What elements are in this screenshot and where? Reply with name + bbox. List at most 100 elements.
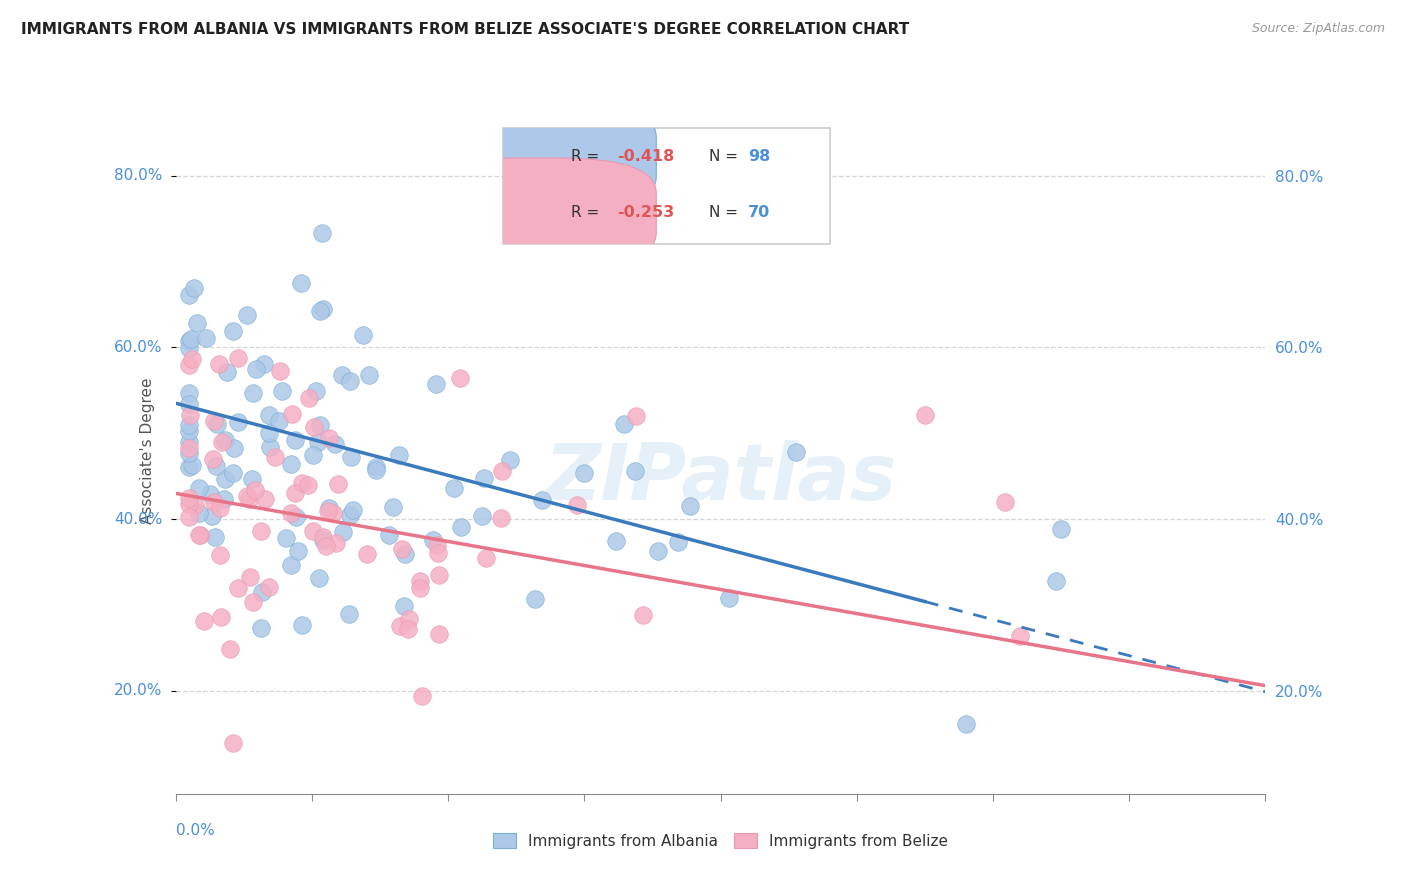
- Point: [1045, 574, 1067, 588]
- Point: [1010, 629, 1032, 643]
- Point: [179, 385, 201, 400]
- Point: [427, 546, 450, 560]
- Point: [422, 533, 444, 547]
- Point: [499, 453, 522, 467]
- Text: IMMIGRANTS FROM ALBANIA VS IMMIGRANTS FROM BELIZE ASSOCIATE'S DEGREE CORRELATION: IMMIGRANTS FROM ALBANIA VS IMMIGRANTS FR…: [21, 22, 910, 37]
- Point: [180, 332, 202, 346]
- Point: [316, 504, 339, 518]
- Point: [955, 717, 977, 731]
- Point: [318, 431, 340, 445]
- Point: [339, 508, 361, 522]
- Point: [253, 357, 276, 371]
- Point: [212, 492, 235, 507]
- Point: [179, 288, 201, 302]
- Point: [228, 415, 250, 429]
- Point: [322, 506, 344, 520]
- Point: [364, 463, 387, 477]
- Point: [394, 547, 416, 561]
- Point: [184, 498, 207, 512]
- Point: [605, 533, 627, 548]
- Point: [647, 543, 669, 558]
- Point: [337, 607, 360, 622]
- Point: [280, 458, 302, 472]
- Point: [205, 417, 228, 432]
- Point: [523, 592, 546, 607]
- Point: [471, 509, 494, 524]
- Point: [392, 599, 415, 614]
- Point: [312, 530, 335, 544]
- Point: [242, 473, 264, 487]
- Point: [186, 316, 208, 330]
- Point: [284, 433, 307, 447]
- Point: [298, 391, 321, 405]
- Point: [290, 277, 312, 291]
- Point: [179, 408, 201, 422]
- Point: [209, 549, 232, 563]
- Point: [1050, 522, 1073, 536]
- Y-axis label: Associate's Degree: Associate's Degree: [141, 377, 155, 524]
- Point: [280, 558, 302, 572]
- Point: [179, 417, 201, 432]
- Point: [195, 331, 218, 345]
- Point: [179, 446, 201, 460]
- Point: [179, 341, 201, 355]
- Point: [211, 434, 233, 449]
- Point: [274, 531, 297, 545]
- Point: [238, 491, 260, 506]
- Point: [209, 609, 232, 624]
- Point: [179, 497, 201, 511]
- Point: [408, 581, 430, 595]
- Point: [391, 541, 413, 556]
- Point: [243, 483, 266, 497]
- Point: [226, 351, 249, 366]
- Point: [284, 486, 307, 500]
- Point: [364, 459, 387, 474]
- Point: [311, 226, 333, 240]
- Point: [179, 425, 201, 439]
- Point: [250, 524, 273, 538]
- Point: [340, 450, 363, 465]
- Point: [318, 500, 340, 515]
- Point: [325, 437, 347, 451]
- Point: [208, 357, 231, 371]
- Point: [339, 374, 361, 388]
- Point: [179, 435, 201, 450]
- Point: [269, 364, 291, 378]
- Point: [381, 500, 404, 515]
- Point: [425, 376, 447, 391]
- Point: [222, 466, 245, 480]
- Point: [180, 352, 202, 367]
- Point: [785, 445, 807, 459]
- Point: [342, 502, 364, 516]
- Point: [302, 420, 325, 434]
- Point: [204, 458, 226, 473]
- Point: [198, 487, 221, 501]
- Point: [222, 441, 245, 455]
- Point: [613, 417, 636, 431]
- Point: [330, 368, 353, 382]
- Text: 20.0%: 20.0%: [114, 683, 163, 698]
- Point: [250, 585, 273, 599]
- Point: [214, 472, 236, 486]
- Point: [312, 533, 335, 547]
- Point: [183, 281, 205, 295]
- Point: [179, 491, 201, 506]
- Point: [994, 494, 1017, 508]
- Point: [280, 506, 302, 520]
- Text: 80.0%: 80.0%: [114, 169, 163, 183]
- Point: [427, 567, 450, 582]
- Point: [398, 612, 420, 626]
- Point: [250, 621, 273, 635]
- Point: [491, 511, 513, 525]
- Point: [236, 489, 259, 503]
- Point: [572, 467, 595, 481]
- Point: [264, 450, 287, 465]
- Point: [215, 365, 238, 379]
- Point: [242, 386, 264, 401]
- Point: [257, 409, 280, 423]
- Point: [297, 478, 319, 492]
- Point: [328, 477, 350, 491]
- Point: [179, 396, 201, 410]
- Point: [257, 425, 280, 440]
- Point: [201, 508, 224, 523]
